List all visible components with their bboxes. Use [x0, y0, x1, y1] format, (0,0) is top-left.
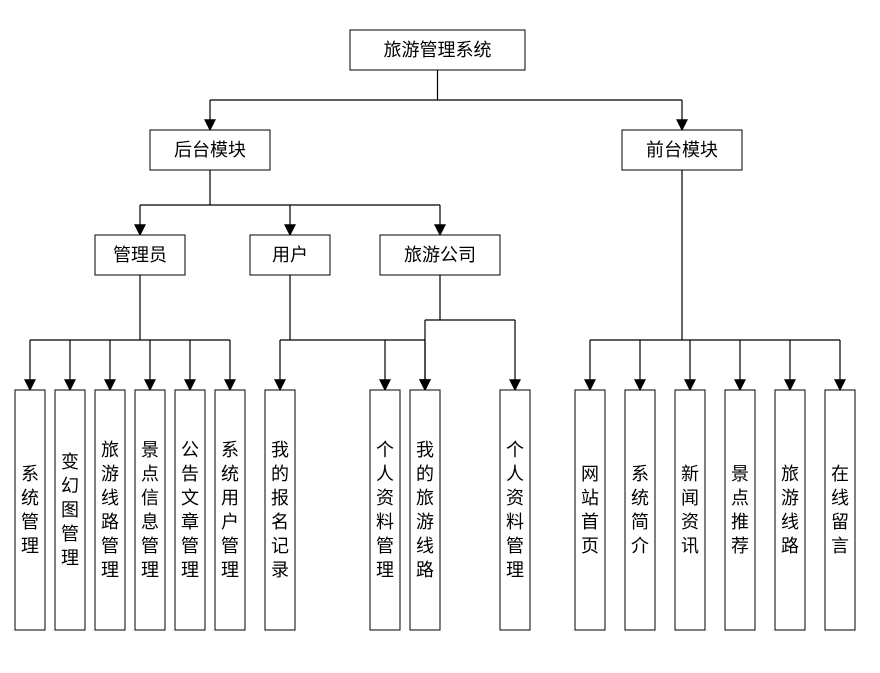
node-l6: 系统用户管理 [215, 390, 245, 630]
node-l9: 我的旅游线路 [410, 390, 440, 630]
node-l2: 变幻图管理 [55, 390, 85, 630]
node-l16: 在线留言 [825, 390, 855, 630]
node-label: 旅游公司 [404, 245, 476, 265]
node-l13: 新闻资讯 [675, 390, 705, 630]
node-l11: 网站首页 [575, 390, 605, 630]
node-l15: 旅游线路 [775, 390, 805, 630]
node-l8: 个人资料管理 [370, 390, 400, 630]
node-l12: 系统简介 [625, 390, 655, 630]
node-l4: 景点信息管理 [135, 390, 165, 630]
node-l1: 系统管理 [15, 390, 45, 630]
node-root: 旅游管理系统 [350, 30, 525, 70]
node-back: 后台模块 [150, 130, 270, 170]
node-l5: 公告文章管理 [175, 390, 205, 630]
node-l14: 景点推荐 [725, 390, 755, 630]
node-label: 旅游管理系统 [384, 40, 492, 60]
edges [30, 70, 840, 390]
node-label: 变幻图管理 [61, 452, 79, 568]
node-label: 前台模块 [646, 140, 718, 160]
node-label: 用户 [272, 245, 308, 265]
node-l10: 个人资料管理 [500, 390, 530, 630]
node-front: 前台模块 [622, 130, 742, 170]
node-user: 用户 [250, 235, 330, 275]
node-label: 管理员 [113, 245, 167, 265]
node-admin: 管理员 [95, 235, 185, 275]
org-tree-diagram: 旅游管理系统后台模块前台模块管理员用户旅游公司系统管理变幻图管理旅游线路管理景点… [0, 0, 880, 673]
nodes: 旅游管理系统后台模块前台模块管理员用户旅游公司系统管理变幻图管理旅游线路管理景点… [15, 30, 855, 630]
node-label: 后台模块 [174, 140, 246, 160]
node-l7: 我的报名记录 [265, 390, 295, 630]
node-l3: 旅游线路管理 [95, 390, 125, 630]
node-comp: 旅游公司 [380, 235, 500, 275]
